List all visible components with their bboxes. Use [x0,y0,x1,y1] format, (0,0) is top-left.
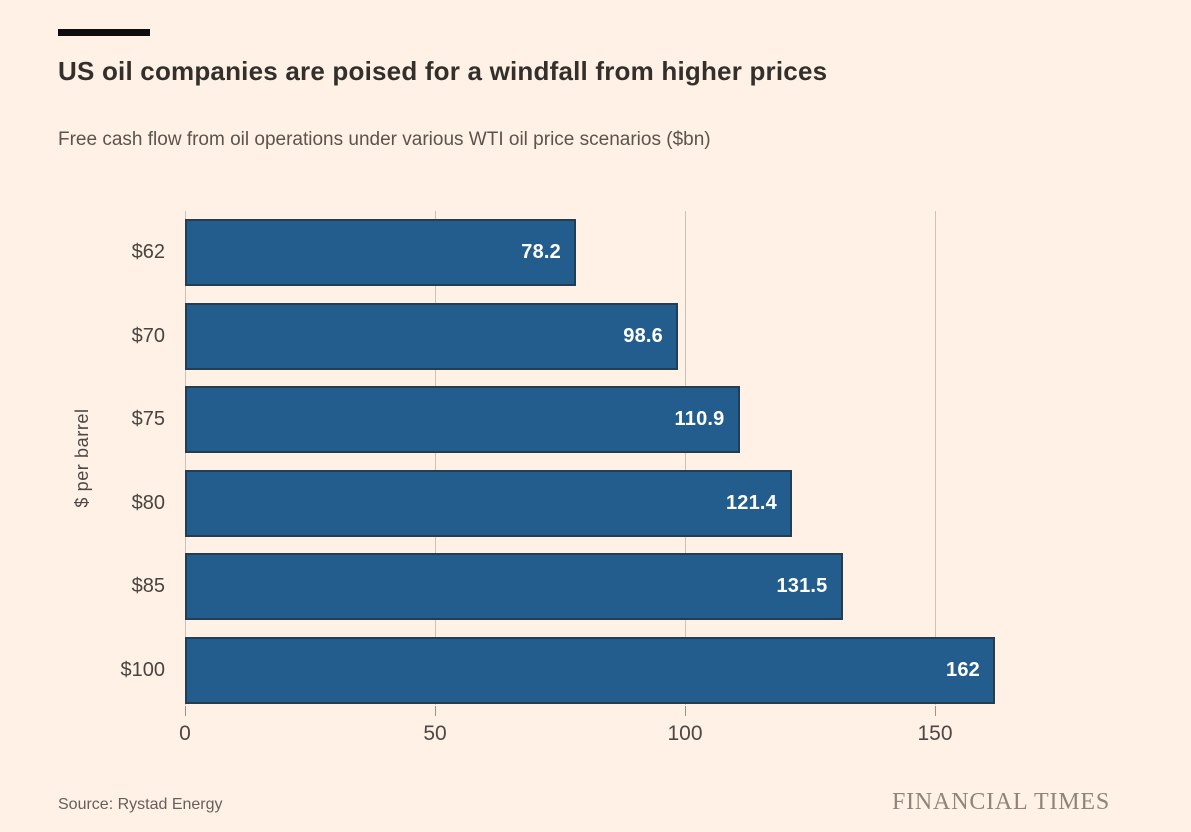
category-label-100: $100 [120,659,166,681]
bar-value-label: 162 [946,659,980,681]
x-tick-mark-100 [685,706,686,716]
bar-chart-plot-area: $62 78.2 $70 98.6 $75 110.9 $80 121.4 $85 131.5 $1… [121,211,1025,745]
gridline-x-0 [185,211,186,705]
x-tick-label-100: 100 [667,722,703,745]
x-tick-label-0: 0 [179,722,191,745]
category-label-62: $62 [131,241,165,263]
gridline-x-50 [435,211,436,705]
bar-75: 110.9 [185,386,740,454]
bar-62: 78.2 [185,219,576,286]
category-label-70: $70 [131,324,165,347]
category-label-80: $80 [131,491,165,514]
category-label-75: $75 [131,408,165,431]
bar-value-label: 131.5 [776,575,828,598]
bar-80: 121.4 [185,469,792,537]
category-label-85: $85 [131,575,165,598]
x-tick-mark-50 [435,706,436,716]
x-tick-label-150: 150 [917,722,953,745]
financial-times-wordmark: FINANCIAL TIMES [891,789,1110,815]
x-tick-mark-0 [185,706,186,716]
bar-value-label: 78.2 [521,241,561,263]
bar-85: 131.5 [185,553,843,621]
bar-value-label: 110.9 [674,408,725,431]
x-tick-mark-150 [935,706,936,716]
chart-title: US oil companies are poised for a windfa… [58,56,828,86]
bar-70: 98.6 [185,302,678,370]
gridline-x-100 [685,211,686,705]
bar-100: 162 [185,637,995,704]
bar-value-label: 121.4 [725,491,777,514]
x-tick-label-50: 50 [423,722,447,745]
source-attribution: Source: Rystad Energy [58,796,223,813]
title-kicker-bar [58,29,150,36]
chart-subtitle: Free cash flow from oil operations under… [58,129,711,150]
bar-value-label: 98.6 [623,324,663,347]
gridline-x-150 [935,211,936,705]
